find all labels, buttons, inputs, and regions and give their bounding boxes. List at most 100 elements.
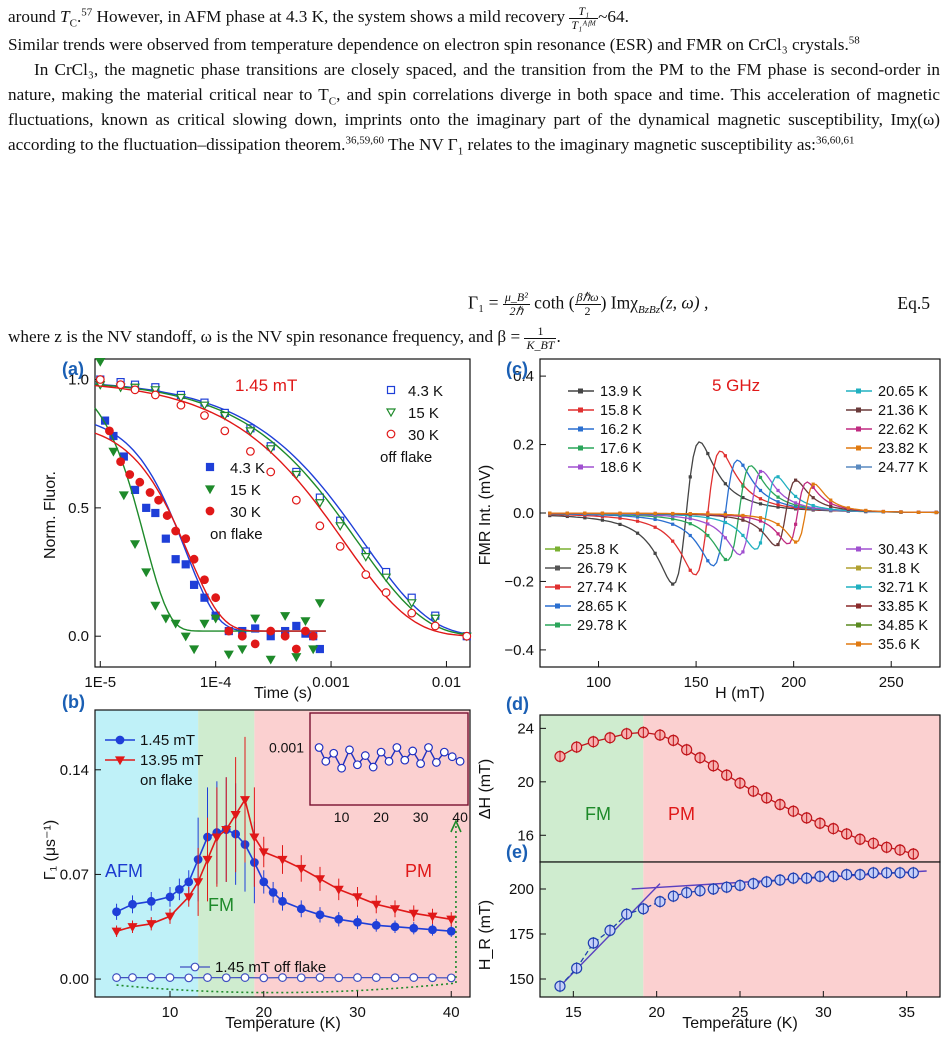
- data-point: [221, 825, 232, 835]
- x-tick-label: 40: [443, 1004, 460, 1021]
- fmr-point: [653, 511, 657, 515]
- data-point: [353, 917, 362, 927]
- fmr-point: [635, 515, 640, 519]
- paragraph-4: where z is the NV standoff, ω is the NV …: [8, 323, 561, 352]
- legend-entry: 16.2 K: [600, 422, 642, 438]
- y-tick-label: 150: [509, 971, 534, 988]
- legend-entry: 23.82 K: [878, 441, 928, 457]
- fm-region: [540, 862, 644, 997]
- fmr-point: [794, 494, 798, 499]
- data-point: [291, 470, 302, 480]
- legend-marker: [856, 641, 861, 647]
- fmr-point: [811, 482, 815, 486]
- data-point: [116, 457, 125, 467]
- fmr-point: [741, 513, 745, 518]
- data-point: [184, 973, 194, 983]
- data-point: [245, 427, 256, 437]
- fmr-point: [671, 511, 675, 516]
- fmr-point: [776, 542, 780, 547]
- data-point: [390, 922, 400, 932]
- data-point: [224, 626, 234, 636]
- paragraph-1: around TC.57 However, in AFM phase at 4.…: [8, 3, 629, 32]
- data-point: [181, 560, 190, 569]
- y-tick-label: −0.2: [504, 573, 534, 590]
- data-point: [250, 639, 260, 649]
- region-label: AFM: [105, 861, 143, 881]
- data-point: [334, 914, 344, 924]
- data-point: [292, 621, 301, 631]
- fit-line-on-2: [94, 432, 326, 632]
- inset-point: [408, 746, 418, 756]
- fmr-point: [829, 501, 833, 505]
- x-tick-label: 30: [815, 1004, 832, 1021]
- legend-marker: [555, 622, 560, 628]
- legend-entry: 15 K: [230, 482, 261, 499]
- data-point: [301, 626, 310, 636]
- legend-marker: [386, 385, 396, 395]
- data-point: [162, 511, 172, 520]
- data-point: [250, 614, 261, 624]
- legend-marker: [578, 407, 583, 413]
- data-point: [129, 540, 141, 550]
- data-point: [180, 632, 191, 642]
- fmr-point: [688, 522, 692, 526]
- x-axis-label: H (mT): [715, 685, 765, 702]
- fmr-point: [741, 463, 745, 467]
- fmr-point: [618, 511, 622, 515]
- fmr-point: [811, 506, 815, 510]
- data-point: [170, 619, 181, 629]
- data-point: [314, 499, 325, 508]
- fmr-point: [881, 509, 886, 514]
- x-tick-label: 1E-4: [200, 674, 232, 691]
- data-point: [371, 973, 381, 982]
- legend-entry: 4.3 K: [230, 460, 265, 477]
- x-tick-label: 25: [732, 1004, 749, 1021]
- fmr-point: [829, 498, 833, 502]
- data-point: [268, 887, 278, 897]
- region-label: PM: [668, 804, 695, 824]
- fmr-point: [688, 533, 692, 538]
- data-point: [142, 503, 151, 512]
- inset-point: [424, 743, 433, 752]
- data-point: [210, 614, 221, 624]
- inset-x-tick: 30: [413, 809, 429, 825]
- fmr-point: [741, 518, 745, 522]
- region-label: FM: [208, 895, 234, 915]
- x-tick-label: 20: [648, 1004, 665, 1021]
- legend-entry: 21.36 K: [878, 403, 928, 419]
- inset-point: [353, 760, 362, 770]
- legend-entry: 15 K: [408, 405, 439, 422]
- x-tick-label: 35: [898, 1004, 915, 1021]
- x-axis-label: Temperature (K): [682, 1015, 798, 1032]
- data-point: [246, 446, 255, 456]
- legend-marker: [205, 462, 215, 472]
- data-point: [409, 973, 419, 982]
- fmr-point: [600, 518, 605, 522]
- data-point: [200, 575, 209, 585]
- fmr-point: [846, 506, 850, 510]
- data-point: [219, 411, 230, 421]
- fmr-point: [758, 475, 763, 480]
- legend-title: on flake: [140, 772, 193, 789]
- legend-marker: [578, 426, 583, 432]
- data-point: [427, 912, 438, 922]
- data-point: [202, 855, 213, 865]
- legend-marker: [856, 388, 861, 394]
- data-point: [315, 521, 325, 531]
- fmr-point: [899, 510, 903, 514]
- fmr-point: [706, 512, 710, 516]
- x-tick-label: 20: [255, 1004, 272, 1021]
- fmr-point: [741, 550, 745, 554]
- data-point: [112, 907, 121, 917]
- data-point: [223, 650, 234, 660]
- fmr-point: [671, 517, 675, 521]
- field-label: 1.45 mT: [235, 376, 297, 395]
- data-point: [165, 973, 175, 982]
- data-point: [239, 796, 251, 805]
- data-point: [237, 645, 248, 655]
- legend-marker: [555, 546, 560, 552]
- legend-marker: [555, 584, 560, 590]
- inset-point: [447, 752, 457, 762]
- data-point: [105, 426, 114, 436]
- paragraph-3: In CrCl₃, the magnetic phase transitions…: [8, 59, 940, 157]
